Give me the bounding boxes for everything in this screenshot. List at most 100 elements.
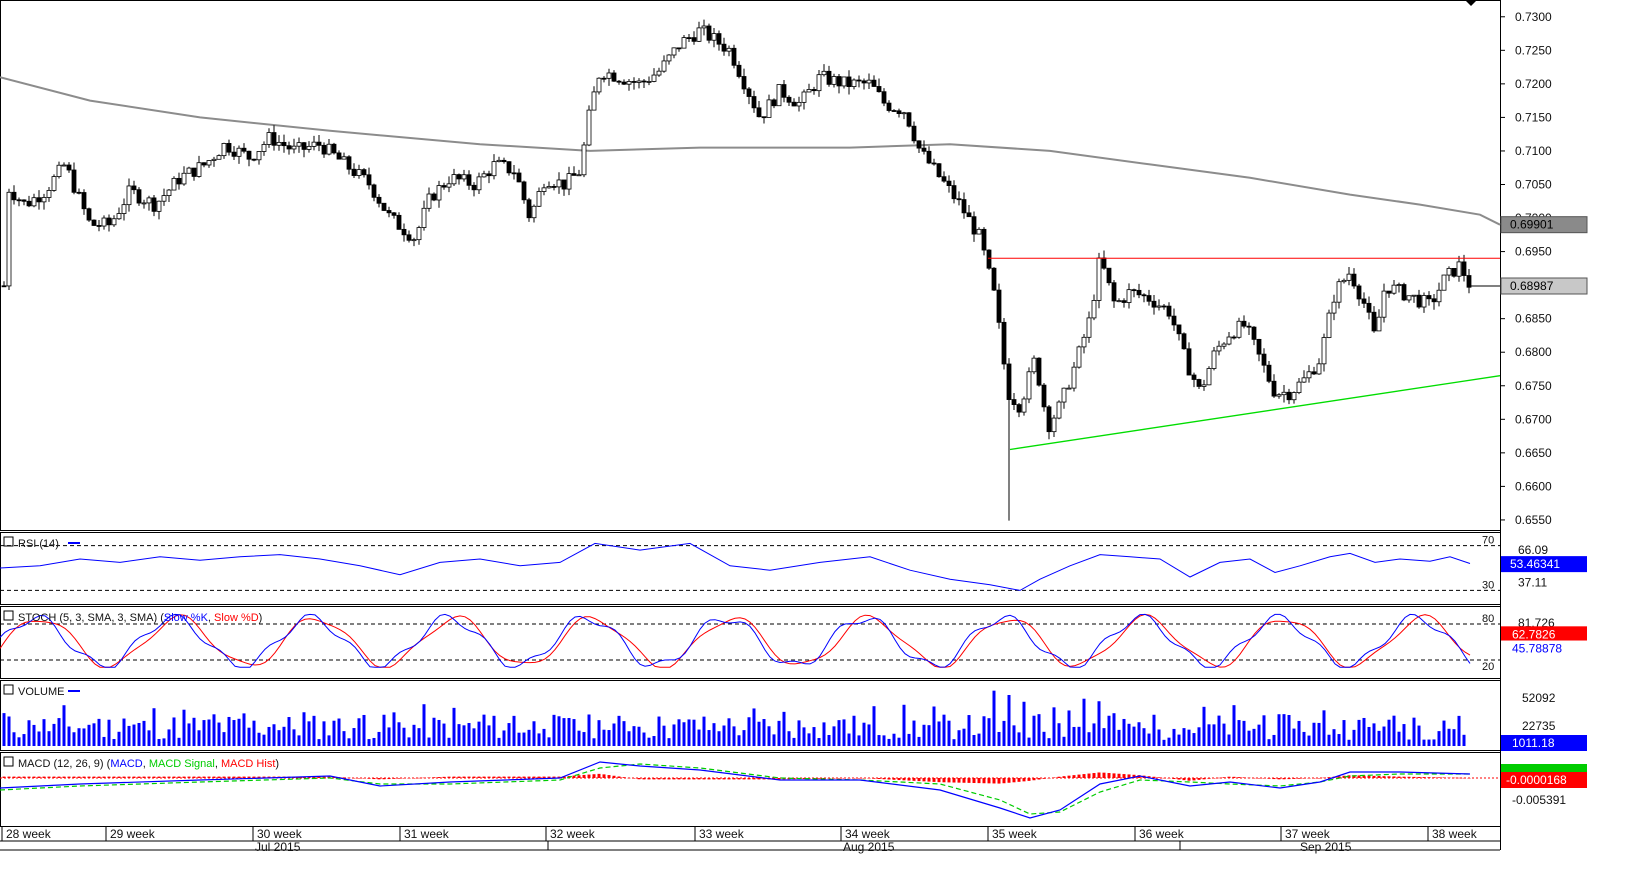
candle-down <box>1231 336 1237 339</box>
candle-down <box>1131 289 1137 292</box>
macd-hist-bar <box>1147 776 1151 778</box>
volume-bar <box>342 731 346 746</box>
volume-bar <box>1042 731 1046 746</box>
macd-hist-bar <box>892 778 896 780</box>
volume-bar <box>97 718 101 746</box>
macd-hist-bar <box>1132 774 1136 778</box>
candle-down <box>996 289 1002 323</box>
macd-hist-bar <box>1442 777 1446 778</box>
macd-hist-bar <box>702 778 706 780</box>
candle-up <box>1396 284 1402 286</box>
candle-down <box>1186 348 1192 376</box>
volume-bar <box>1387 719 1391 746</box>
macd-hist-bar <box>362 778 366 779</box>
macd-hist-bar <box>427 777 431 778</box>
macd-hist-bar <box>707 778 711 780</box>
macd-hist-bar <box>97 776 101 778</box>
price-badge-last-price <box>1500 277 1588 295</box>
volume-bar <box>552 714 556 746</box>
macd-hist-bar <box>1152 776 1156 778</box>
macd-hist-bar <box>997 778 1001 784</box>
macd-toggle-icon <box>3 756 14 767</box>
candle-up <box>491 161 497 177</box>
macd-hist-bar <box>1097 772 1101 778</box>
volume-bar <box>1167 737 1171 746</box>
candle-down <box>811 89 817 92</box>
volume-bar <box>1092 723 1096 746</box>
macd-hist-bar <box>1327 777 1331 778</box>
macd-hist-bar <box>752 778 756 780</box>
volume-bar <box>682 722 686 746</box>
volume-bar <box>1267 739 1271 746</box>
rsi-current-value: 53.46341 <box>1510 557 1560 571</box>
volume-bar <box>607 730 611 746</box>
macd-hist-bar <box>872 778 876 779</box>
candle-up <box>801 91 807 103</box>
candle-down <box>21 199 27 202</box>
candle-up <box>51 176 57 191</box>
volume-bar <box>892 733 896 746</box>
volume-bar <box>672 724 676 746</box>
macd-hist-bar <box>932 778 936 782</box>
candle-up <box>181 172 187 185</box>
volume-bar <box>917 736 921 746</box>
macd-hist-bar <box>602 774 606 778</box>
macd-hist-bar <box>722 778 726 780</box>
macd-hist-bar <box>382 778 386 780</box>
candle-up <box>256 151 262 161</box>
candle-down <box>1161 305 1167 308</box>
candle-up <box>1436 289 1442 303</box>
rsi-right-label: 66.09 <box>1518 543 1548 557</box>
volume-bar <box>847 733 851 746</box>
candle-down <box>136 189 142 204</box>
volume-bar <box>102 736 106 746</box>
rsi-current-badge <box>1501 556 1587 573</box>
volume-bar <box>1377 730 1381 746</box>
week-label: 34 week <box>845 827 891 841</box>
candle-down <box>201 162 207 166</box>
macd-hist-bar <box>437 777 441 778</box>
candle-down <box>106 217 112 226</box>
macd-hist-bar <box>387 778 391 780</box>
macd-hist-bar <box>1447 777 1451 779</box>
volume-bar <box>37 731 41 746</box>
candle-up <box>426 193 432 209</box>
macd-hist-bar <box>217 776 221 778</box>
candle-up <box>496 159 502 163</box>
volume-bar <box>867 724 871 746</box>
macd-hist-bar <box>492 776 496 778</box>
macd-hist-bar <box>552 776 556 778</box>
candle-up <box>1346 273 1352 281</box>
candle-down <box>916 140 922 149</box>
macd-hist-bar <box>572 775 576 778</box>
macd-hist-bar <box>1127 774 1131 778</box>
volume-bar <box>612 723 616 746</box>
volume-bar <box>307 721 311 746</box>
candle-up <box>451 174 457 185</box>
candle-up <box>821 70 827 76</box>
volume-bar <box>1212 724 1216 746</box>
candle-down <box>526 199 532 219</box>
candle-down <box>1426 295 1432 300</box>
candle-up <box>1201 384 1207 387</box>
candle-down <box>1386 290 1392 294</box>
macd-hist-bar <box>617 776 621 778</box>
volume-bar <box>787 731 791 746</box>
macd-hist-bar <box>37 776 41 778</box>
volume-bar <box>1137 722 1141 746</box>
volume-bar <box>312 715 316 746</box>
macd-hist-bar <box>857 778 861 779</box>
volume-bar <box>677 719 681 746</box>
volume-bar <box>142 720 146 746</box>
candle-down <box>486 173 492 177</box>
candle-down <box>936 163 942 178</box>
macd-hist-bar <box>107 776 111 778</box>
candle-down <box>826 70 832 85</box>
volume-bar <box>1427 739 1431 746</box>
volume-title: VOLUME <box>18 686 64 698</box>
macd-hist-bar <box>152 776 156 778</box>
candle-up <box>1441 274 1447 291</box>
macd-hist-bar <box>422 777 426 779</box>
price-tick-label: 0.6700 <box>1515 412 1552 426</box>
candle-up <box>586 109 592 146</box>
